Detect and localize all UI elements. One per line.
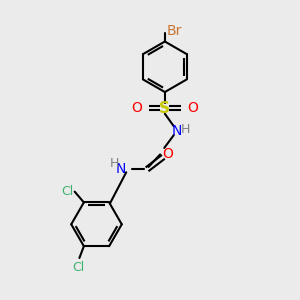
Text: N: N (172, 124, 182, 138)
Text: S: S (159, 101, 170, 116)
Text: O: O (132, 101, 142, 116)
Text: N: N (116, 162, 126, 176)
Text: H: H (180, 123, 190, 136)
Text: H: H (110, 158, 119, 170)
Text: O: O (162, 148, 173, 161)
Text: Cl: Cl (72, 261, 84, 274)
Text: Cl: Cl (61, 185, 73, 198)
Text: O: O (187, 101, 198, 116)
Text: Br: Br (166, 24, 182, 38)
